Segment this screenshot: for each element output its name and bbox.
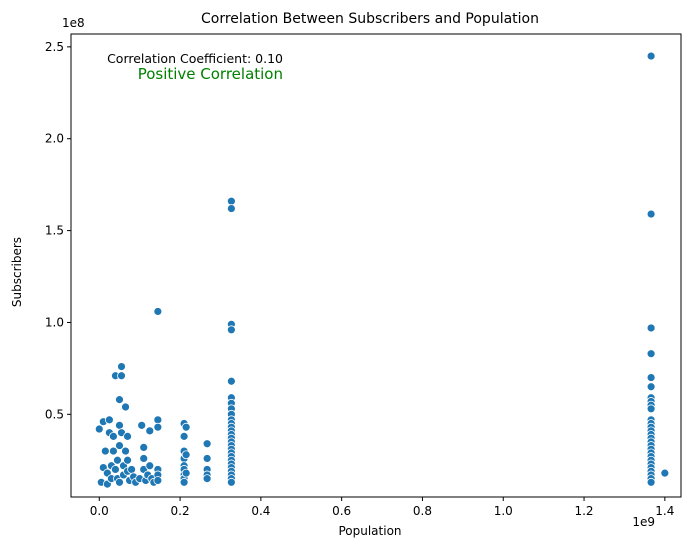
- data-point: [123, 431, 132, 441]
- data-point: [137, 420, 147, 430]
- data-point: [226, 376, 236, 386]
- data-point: [109, 446, 118, 456]
- x-axis-label: Population: [338, 524, 401, 538]
- data-point: [181, 422, 191, 432]
- data-point: [94, 424, 104, 434]
- x-tick-label: 0.2: [171, 504, 190, 518]
- axes-group: 0.0 0.2 0.4 0.6 0.8 1.0 1.2 1.4 0.5 1.0 1.5 2.0 2.5: [45, 40, 674, 518]
- data-point: [181, 468, 191, 478]
- data-point: [145, 426, 155, 436]
- x-tick-label: 0.0: [90, 504, 109, 518]
- y-tick-label: 2.5: [45, 40, 64, 54]
- data-point: [226, 477, 236, 487]
- data-point: [121, 402, 130, 412]
- data-points-group: [94, 51, 670, 489]
- data-point: [127, 465, 136, 474]
- data-point: [202, 439, 212, 449]
- data-point: [153, 476, 163, 485]
- chart-title: Correlation Between Subscribers and Popu…: [201, 11, 539, 27]
- data-point: [109, 431, 118, 441]
- data-point: [117, 371, 126, 381]
- y-exponent-label: 1e8: [62, 16, 85, 30]
- data-point: [226, 325, 236, 335]
- data-point: [202, 454, 212, 463]
- data-point: [646, 209, 656, 219]
- x-tick-label: 1.0: [494, 504, 513, 518]
- data-point: [226, 196, 236, 206]
- data-point: [202, 474, 212, 484]
- y-tick-label: 0.5: [45, 407, 64, 421]
- data-point: [181, 450, 191, 460]
- y-tick-label: 1.5: [45, 224, 64, 238]
- data-point: [646, 51, 656, 61]
- data-point: [115, 477, 124, 487]
- correlation-coefficient-annotation: Correlation Coefficient: 0.10: [107, 51, 283, 66]
- positive-correlation-annotation: Positive Correlation: [138, 65, 283, 83]
- data-point: [117, 362, 126, 371]
- data-point: [646, 404, 656, 414]
- data-point: [153, 307, 163, 316]
- data-point: [139, 442, 149, 452]
- data-point: [115, 441, 124, 450]
- y-tick-label: 2.0: [45, 132, 64, 146]
- y-tick-label: 1.0: [45, 315, 64, 329]
- data-point: [179, 477, 189, 487]
- x-tick-label: 0.8: [413, 504, 432, 518]
- data-point: [153, 415, 163, 425]
- x-tick-label: 0.6: [332, 504, 351, 518]
- data-point: [115, 395, 124, 405]
- data-point: [113, 455, 122, 465]
- x-tick-label: 1.2: [574, 504, 593, 518]
- data-point: [139, 454, 149, 463]
- data-point: [646, 323, 656, 333]
- data-point: [660, 468, 670, 478]
- data-point: [104, 415, 114, 425]
- data-point: [646, 382, 656, 392]
- data-point: [145, 461, 155, 471]
- data-point: [226, 204, 236, 213]
- data-point: [646, 477, 656, 487]
- x-exponent-label: 1e9: [632, 515, 655, 529]
- plot-frame: [70, 33, 682, 498]
- x-tick-label: 1.4: [655, 504, 674, 518]
- data-point: [646, 349, 656, 359]
- y-axis-label: Subscribers: [10, 237, 24, 307]
- data-point: [153, 422, 163, 432]
- data-point: [100, 446, 110, 456]
- data-point: [123, 455, 132, 465]
- data-point: [646, 373, 656, 382]
- data-point: [179, 431, 189, 441]
- x-tick-label: 0.4: [251, 504, 270, 518]
- data-point: [121, 446, 130, 456]
- data-point: [115, 420, 124, 430]
- data-point: [111, 465, 120, 474]
